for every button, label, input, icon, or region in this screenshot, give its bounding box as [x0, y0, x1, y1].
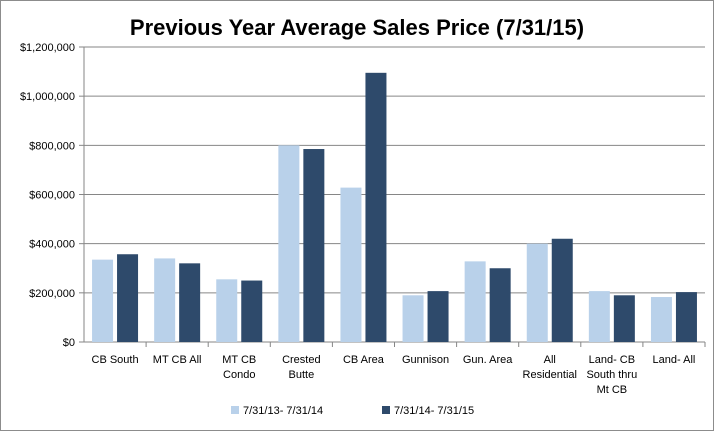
legend-label: 7/31/14- 7/31/15	[394, 405, 474, 417]
category-label-line: Residential	[523, 369, 577, 381]
category-label: Land- CB South thru Mt CB	[586, 354, 637, 396]
y-tick-label: $200,000	[29, 288, 75, 300]
gridlines	[84, 46, 705, 294]
bar	[278, 145, 300, 342]
category-label-line: Land- All	[653, 354, 696, 366]
category-label: MT CB All	[153, 354, 202, 366]
category-label-line: Butte	[289, 369, 315, 381]
category-label-line: Crested	[282, 354, 321, 366]
legend: 7/31/13- 7/31/14 7/31/14- 7/31/15	[231, 405, 474, 417]
category-label: CB South	[92, 354, 139, 366]
bars	[92, 72, 697, 342]
bar	[117, 254, 139, 342]
category-label: CB Area	[343, 354, 385, 366]
bar	[613, 295, 635, 342]
bar	[551, 238, 573, 342]
category-label-line: Condo	[223, 369, 255, 381]
legend-label: 7/31/13- 7/31/14	[243, 405, 323, 417]
category-label-line: Land- CB	[589, 354, 635, 366]
category-label: Crested Butte	[282, 354, 321, 381]
bar	[489, 268, 511, 342]
category-label-line: Gun. Area	[463, 354, 513, 366]
bar	[154, 258, 176, 342]
category-label-line: Mt CB	[597, 384, 628, 396]
category-label: All Residential	[523, 354, 577, 381]
y-tick-label: $1,000,000	[20, 91, 75, 103]
bar	[216, 279, 238, 342]
bar	[179, 263, 201, 342]
bar	[588, 291, 610, 342]
category-label-line: All	[544, 354, 556, 366]
bar	[427, 291, 449, 342]
bar	[340, 187, 362, 342]
legend-swatch	[231, 406, 239, 414]
y-tick-label: $1,200,000	[20, 42, 75, 54]
chart-title: Previous Year Average Sales Price (7/31/…	[130, 15, 584, 40]
category-label: Gunnison	[402, 354, 449, 366]
category-label-line: MT CB	[222, 354, 256, 366]
bar	[241, 280, 263, 342]
bar	[464, 261, 486, 342]
category-label: Land- All	[653, 354, 696, 366]
category-label-line: South thru	[586, 369, 637, 381]
bar	[650, 297, 672, 342]
bar	[92, 259, 114, 342]
bar	[675, 292, 697, 342]
bar	[365, 72, 387, 342]
y-tick-label: $400,000	[29, 239, 75, 251]
y-tick-label: $800,000	[29, 140, 75, 152]
category-label-line: CB Area	[343, 354, 385, 366]
bar	[526, 243, 548, 342]
bar	[303, 149, 325, 342]
legend-swatch	[382, 406, 390, 414]
category-label: MT CB Condo	[222, 354, 256, 381]
category-label-line: Gunnison	[402, 354, 449, 366]
y-axis-ticks: $0 $200,000 $400,000 $600,000 $800,000 $1,000…	[20, 42, 75, 349]
category-label-line: CB South	[92, 354, 139, 366]
category-label-line: MT CB All	[153, 354, 202, 366]
y-tick-label: $0	[63, 337, 75, 349]
category-label: Gun. Area	[463, 354, 513, 366]
y-tick-label: $600,000	[29, 190, 75, 202]
bar	[402, 295, 424, 342]
